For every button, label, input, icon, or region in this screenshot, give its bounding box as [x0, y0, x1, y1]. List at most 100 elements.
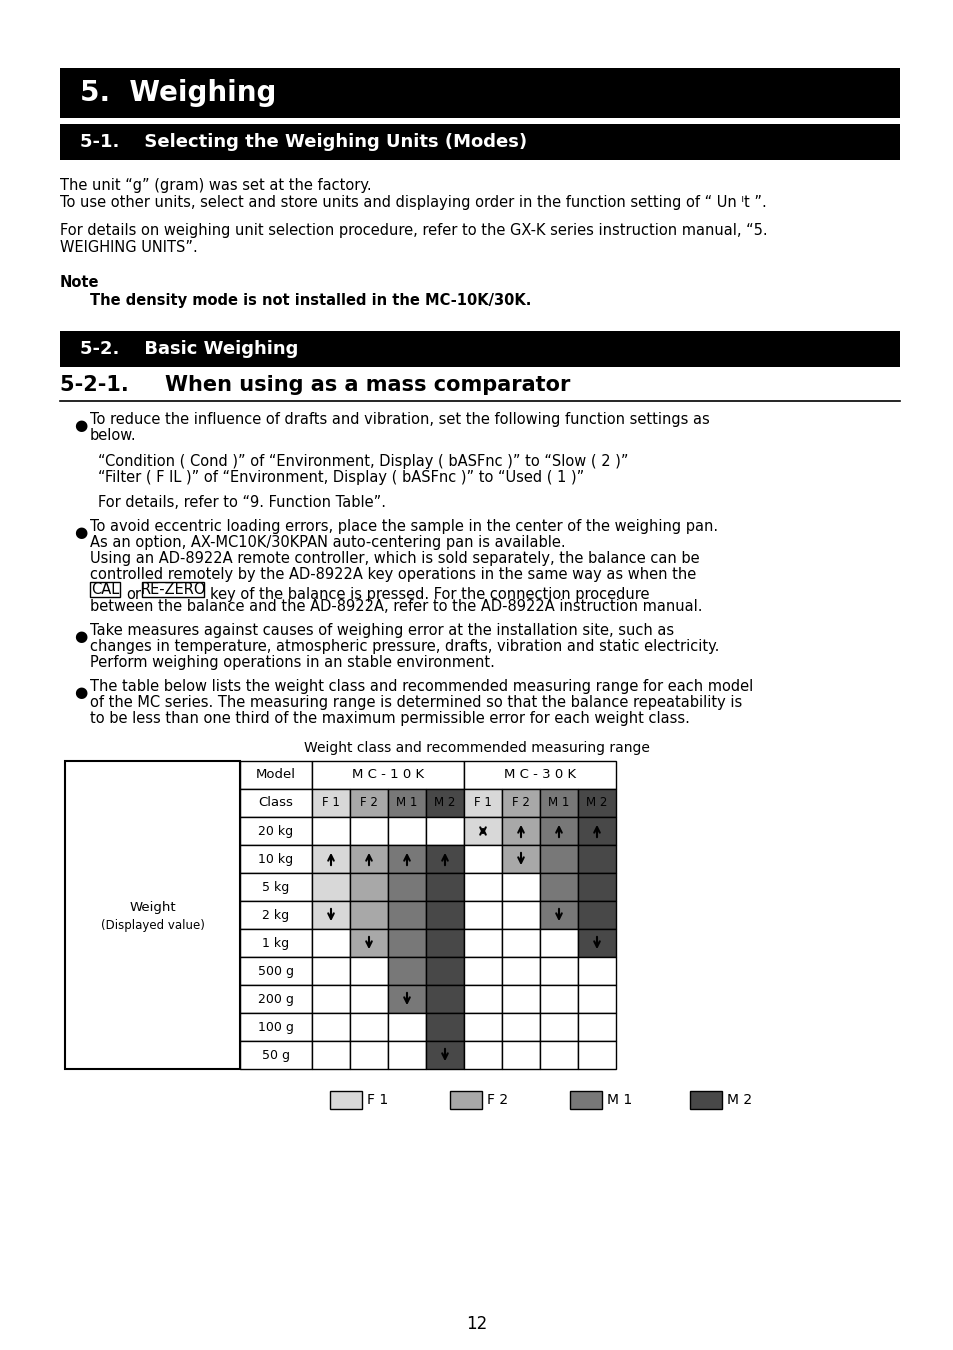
Text: CAL: CAL [91, 582, 119, 597]
Bar [312, 986, 350, 1012]
Bar [578, 817, 616, 845]
Bar [388, 900, 426, 929]
Text: “Filter ( F IL )” of “Environment, Display ( bASFnc )” to “Used ( 1 )”: “Filter ( F IL )” of “Environment, Displ… [98, 470, 583, 485]
Bar [350, 845, 388, 873]
Bar [501, 817, 539, 845]
Text: M 2: M 2 [586, 796, 607, 810]
Bar [350, 873, 388, 900]
Text: 2 kg: 2 kg [262, 909, 290, 922]
Bar [578, 900, 616, 929]
Text: 5-2-1.     When using as a mass comparator: 5-2-1. When using as a mass comparator [60, 375, 570, 396]
Text: between the balance and the AD-8922A, refer to the AD-8922A instruction manual.: between the balance and the AD-8922A, re… [90, 599, 701, 614]
Text: Note: Note [60, 275, 99, 290]
Text: 12: 12 [466, 1315, 487, 1332]
Text: 100 g: 100 g [258, 1021, 294, 1034]
Bar [539, 1012, 578, 1041]
Text: Weight: Weight [129, 900, 175, 914]
Bar [539, 957, 578, 986]
Bar [463, 788, 501, 817]
Text: of the MC series. The measuring range is determined so that the balance repeatab: of the MC series. The measuring range is… [90, 695, 741, 710]
Bar [312, 845, 350, 873]
Text: For details on weighing unit selection procedure, refer to the GX-K series instr: For details on weighing unit selection p… [60, 223, 767, 238]
Text: Weight class and recommended measuring range: Weight class and recommended measuring r… [304, 741, 649, 755]
Bar [312, 900, 350, 929]
Text: M 1: M 1 [395, 796, 417, 810]
Text: F 2: F 2 [486, 1094, 508, 1107]
Text: 50 g: 50 g [262, 1049, 290, 1061]
Text: To avoid eccentric loading errors, place the sample in the center of the weighin: To avoid eccentric loading errors, place… [90, 518, 718, 535]
Bar [450, 1091, 481, 1108]
Bar [350, 1012, 388, 1041]
Bar [388, 1041, 426, 1069]
Text: to be less than one third of the maximum permissible error for each weight class: to be less than one third of the maximum… [90, 711, 689, 726]
Bar [240, 873, 312, 900]
Bar [350, 817, 388, 845]
Text: below.: below. [90, 428, 136, 443]
Bar [463, 1012, 501, 1041]
Bar [60, 331, 899, 367]
Text: 1 kg: 1 kg [262, 937, 290, 949]
Bar [578, 957, 616, 986]
Text: Using an AD-8922A remote controller, which is sold separately, the balance can b: Using an AD-8922A remote controller, whi… [90, 551, 699, 566]
Text: F 2: F 2 [359, 796, 377, 810]
Bar [578, 986, 616, 1012]
Text: M 1: M 1 [606, 1094, 632, 1107]
Text: 200 g: 200 g [258, 992, 294, 1006]
Text: M C - 3 0 K: M C - 3 0 K [503, 768, 576, 782]
Bar [501, 929, 539, 957]
Bar [388, 957, 426, 986]
Bar [539, 900, 578, 929]
Bar [426, 788, 463, 817]
Text: or: or [126, 587, 141, 602]
Bar [60, 124, 899, 161]
Text: The density mode is not installed in the MC-10K/30K.: The density mode is not installed in the… [90, 293, 531, 308]
Bar [426, 1041, 463, 1069]
Text: F 1: F 1 [474, 796, 492, 810]
Text: WEIGHING UNITS”.: WEIGHING UNITS”. [60, 240, 197, 255]
Bar [240, 761, 312, 788]
Bar [501, 986, 539, 1012]
Bar [388, 929, 426, 957]
Text: For details, refer to “9. Function Table”.: For details, refer to “9. Function Table… [98, 495, 386, 510]
Text: “Condition ( Cond )” of “Environment, Display ( bASFnc )” to “Slow ( 2 )”: “Condition ( Cond )” of “Environment, Di… [98, 454, 628, 468]
Text: F 2: F 2 [512, 796, 529, 810]
Bar [388, 817, 426, 845]
Bar [312, 817, 350, 845]
Bar [240, 845, 312, 873]
Text: F 1: F 1 [367, 1094, 388, 1107]
Text: changes in temperature, atmospheric pressure, drafts, vibration and static elect: changes in temperature, atmospheric pres… [90, 639, 719, 653]
Bar [65, 761, 240, 1069]
Bar [312, 788, 350, 817]
Bar [240, 1012, 312, 1041]
Bar [539, 817, 578, 845]
Bar [312, 1012, 350, 1041]
Bar [350, 986, 388, 1012]
Bar [426, 1012, 463, 1041]
Bar [142, 582, 204, 597]
Bar [578, 1012, 616, 1041]
Text: M 2: M 2 [726, 1094, 751, 1107]
Bar [312, 1041, 350, 1069]
Bar [539, 788, 578, 817]
Bar [240, 788, 312, 817]
Bar [539, 845, 578, 873]
Bar [501, 1012, 539, 1041]
Bar [388, 873, 426, 900]
Bar [388, 845, 426, 873]
Text: Perform weighing operations in an stable environment.: Perform weighing operations in an stable… [90, 655, 495, 670]
Bar [539, 929, 578, 957]
Text: ●: ● [74, 525, 87, 540]
Bar [240, 986, 312, 1012]
Text: RE-ZERO: RE-ZERO [140, 582, 206, 597]
Bar [388, 1012, 426, 1041]
Text: 500 g: 500 g [257, 964, 294, 977]
Bar [501, 900, 539, 929]
Bar [426, 900, 463, 929]
Text: F 1: F 1 [322, 796, 339, 810]
Bar [463, 817, 501, 845]
Bar [501, 845, 539, 873]
Text: controlled remotely by the AD-8922A key operations in the same way as when the: controlled remotely by the AD-8922A key … [90, 567, 696, 582]
Bar [240, 900, 312, 929]
Bar [501, 1041, 539, 1069]
Bar [463, 929, 501, 957]
